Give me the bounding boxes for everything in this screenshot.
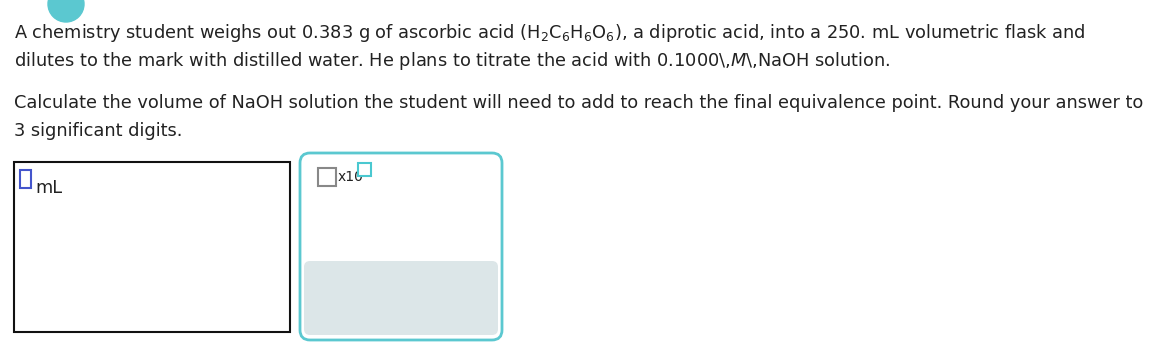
Text: Calculate the volume of NaOH solution the student will need to add to reach the : Calculate the volume of NaOH solution th… bbox=[14, 94, 1143, 112]
Text: ↺: ↺ bbox=[392, 288, 410, 308]
Text: ×: × bbox=[345, 288, 362, 308]
Text: mL: mL bbox=[35, 179, 62, 197]
Text: 3 significant digits.: 3 significant digits. bbox=[14, 122, 183, 140]
Text: x10: x10 bbox=[338, 170, 364, 184]
Circle shape bbox=[48, 0, 84, 22]
Text: A chemistry student weighs out 0.383 g of ascorbic acid $\left(\mathrm{H_2C_6H_6: A chemistry student weighs out 0.383 g o… bbox=[14, 22, 1086, 44]
Text: ?: ? bbox=[443, 288, 454, 308]
Bar bbox=[318, 168, 336, 186]
FancyBboxPatch shape bbox=[300, 153, 502, 340]
FancyBboxPatch shape bbox=[304, 261, 498, 335]
Bar bbox=[14, 162, 290, 332]
Text: dilutes to the mark with distilled water. He plans to titrate the acid with 0.10: dilutes to the mark with distilled water… bbox=[14, 50, 890, 72]
Bar bbox=[20, 170, 31, 188]
Bar bbox=[359, 163, 371, 176]
